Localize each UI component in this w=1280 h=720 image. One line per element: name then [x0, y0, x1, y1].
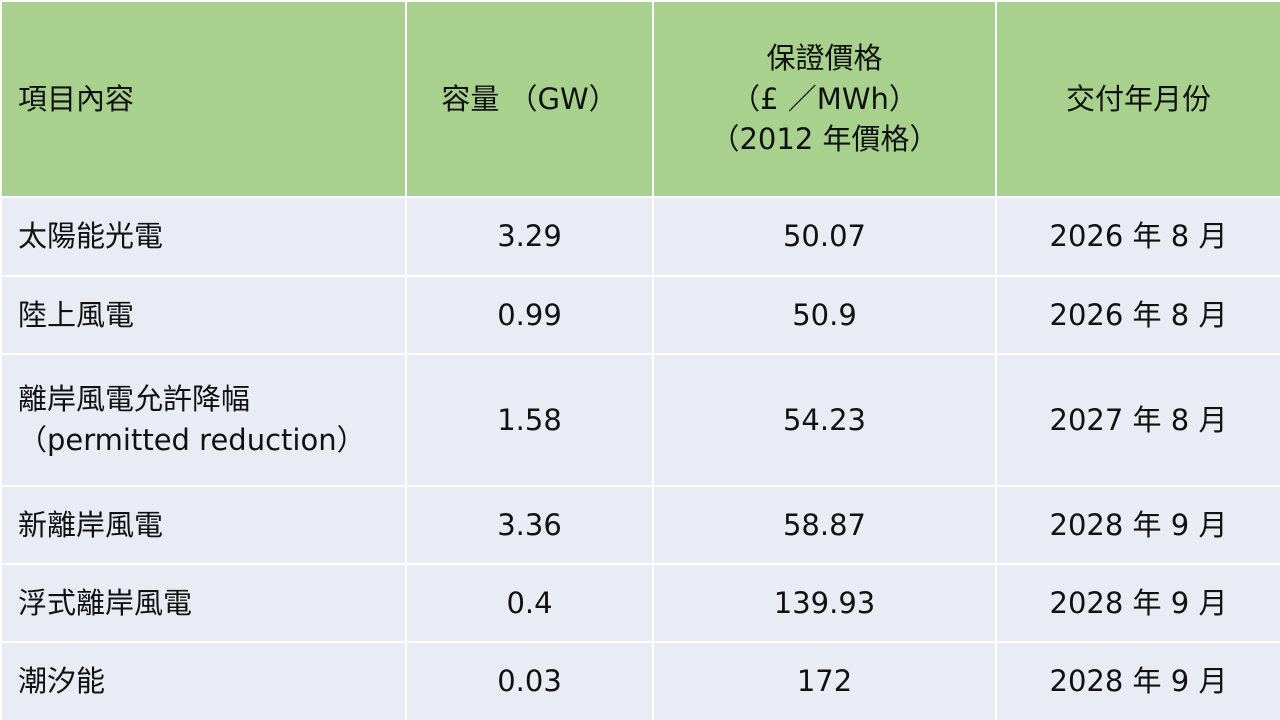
- table-row: 浮式離岸風電 0.4 139.93 2028 年 9 月: [0, 563, 1280, 643]
- table-cell: 陸上風電: [0, 275, 407, 355]
- table-cell: 浮式離岸風電: [0, 563, 407, 643]
- table-cell: 2027 年 8 月: [995, 353, 1280, 487]
- table-cell: 潮汐能: [0, 641, 407, 720]
- cell-line: （£ ／MWh）: [731, 81, 918, 116]
- table-cell: 139.93: [652, 563, 997, 643]
- table-row: 陸上風電 0.99 50.9 2026 年 8 月: [0, 275, 1280, 355]
- table-cell: 容量 （GW）: [405, 0, 654, 198]
- header-row: 項目內容 容量 （GW） 保證價格 （£ ／MWh） （2012 年價格） 交付年月份: [0, 0, 1280, 198]
- cell-line: （2012 年價格）: [710, 122, 939, 157]
- table-cell: 2028 年 9 月: [995, 641, 1280, 720]
- table-cell: 新離岸風電: [0, 485, 407, 565]
- table-cell: 2028 年 9 月: [995, 485, 1280, 565]
- table-cell: 0.99: [405, 275, 654, 355]
- table-cell: 172: [652, 641, 997, 720]
- table-cell: 50.07: [652, 196, 997, 277]
- cell-line: （permitted reduction）: [18, 423, 366, 457]
- table-cell: 3.36: [405, 485, 654, 565]
- table-cell: 3.29: [405, 196, 654, 277]
- table-cell: 0.4: [405, 563, 654, 643]
- table-cell: 項目內容: [0, 0, 407, 198]
- table-cell: 離岸風電允許降幅 （permitted reduction）: [0, 353, 407, 487]
- table-cell: 保證價格 （£ ／MWh） （2012 年價格）: [652, 0, 997, 198]
- table-cell: 2026 年 8 月: [995, 275, 1280, 355]
- table-cell: 50.9: [652, 275, 997, 355]
- table-cell: 54.23: [652, 353, 997, 487]
- table-cell: 0.03: [405, 641, 654, 720]
- table-body: 太陽能光電 3.29 50.07 2026 年 8 月陸上風電 0.99 50.9 2026…: [0, 196, 1280, 720]
- cell-line: 離岸風電允許降幅: [18, 382, 251, 417]
- table-cell: 太陽能光電: [0, 196, 407, 277]
- table-cell: 交付年月份: [995, 0, 1280, 198]
- table-row: 新離岸風電 3.36 58.87 2028 年 9 月: [0, 485, 1280, 565]
- cell-line: 保證價格: [766, 41, 883, 76]
- table-cell: 2028 年 9 月: [995, 563, 1280, 643]
- table-cell: 2026 年 8 月: [995, 196, 1280, 277]
- table-cell: 58.87: [652, 485, 997, 565]
- table-row: 離岸風電允許降幅 （permitted reduction） 1.58 54.23 20…: [0, 353, 1280, 487]
- table-header: 項目內容 容量 （GW） 保證價格 （£ ／MWh） （2012 年價格） 交付年月份: [0, 0, 1280, 198]
- table-row: 潮汐能 0.03 172 2028 年 9 月: [0, 641, 1280, 720]
- table-row: 太陽能光電 3.29 50.07 2026 年 8 月: [0, 196, 1280, 277]
- table-cell: 1.58: [405, 353, 654, 487]
